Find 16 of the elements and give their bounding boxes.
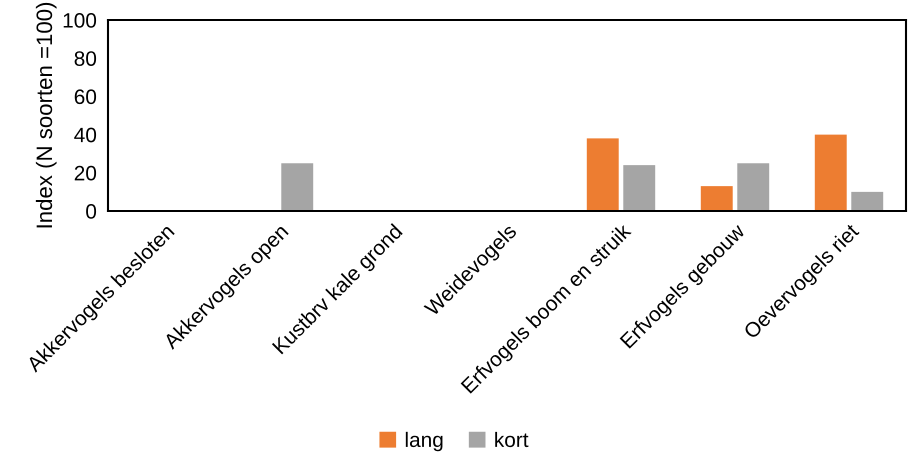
bar [737, 163, 770, 211]
y-tick-label: 0 [86, 204, 96, 219]
y-tick-label: 60 [74, 89, 96, 104]
y-tick-label: 20 [74, 166, 96, 181]
bar [851, 192, 884, 211]
y-tick-label: 80 [74, 51, 96, 66]
bar [700, 186, 733, 211]
bar [586, 138, 619, 211]
legend-label: lang [406, 432, 442, 452]
y-tick-label: 40 [74, 128, 96, 142]
bar [814, 134, 847, 211]
y-tick-label: 100 [64, 13, 96, 28]
legend-label: kort [495, 432, 528, 448]
y-axis-title: Index (N soorten =100) [36, 2, 57, 228]
bar [623, 165, 656, 211]
bar [281, 163, 314, 211]
